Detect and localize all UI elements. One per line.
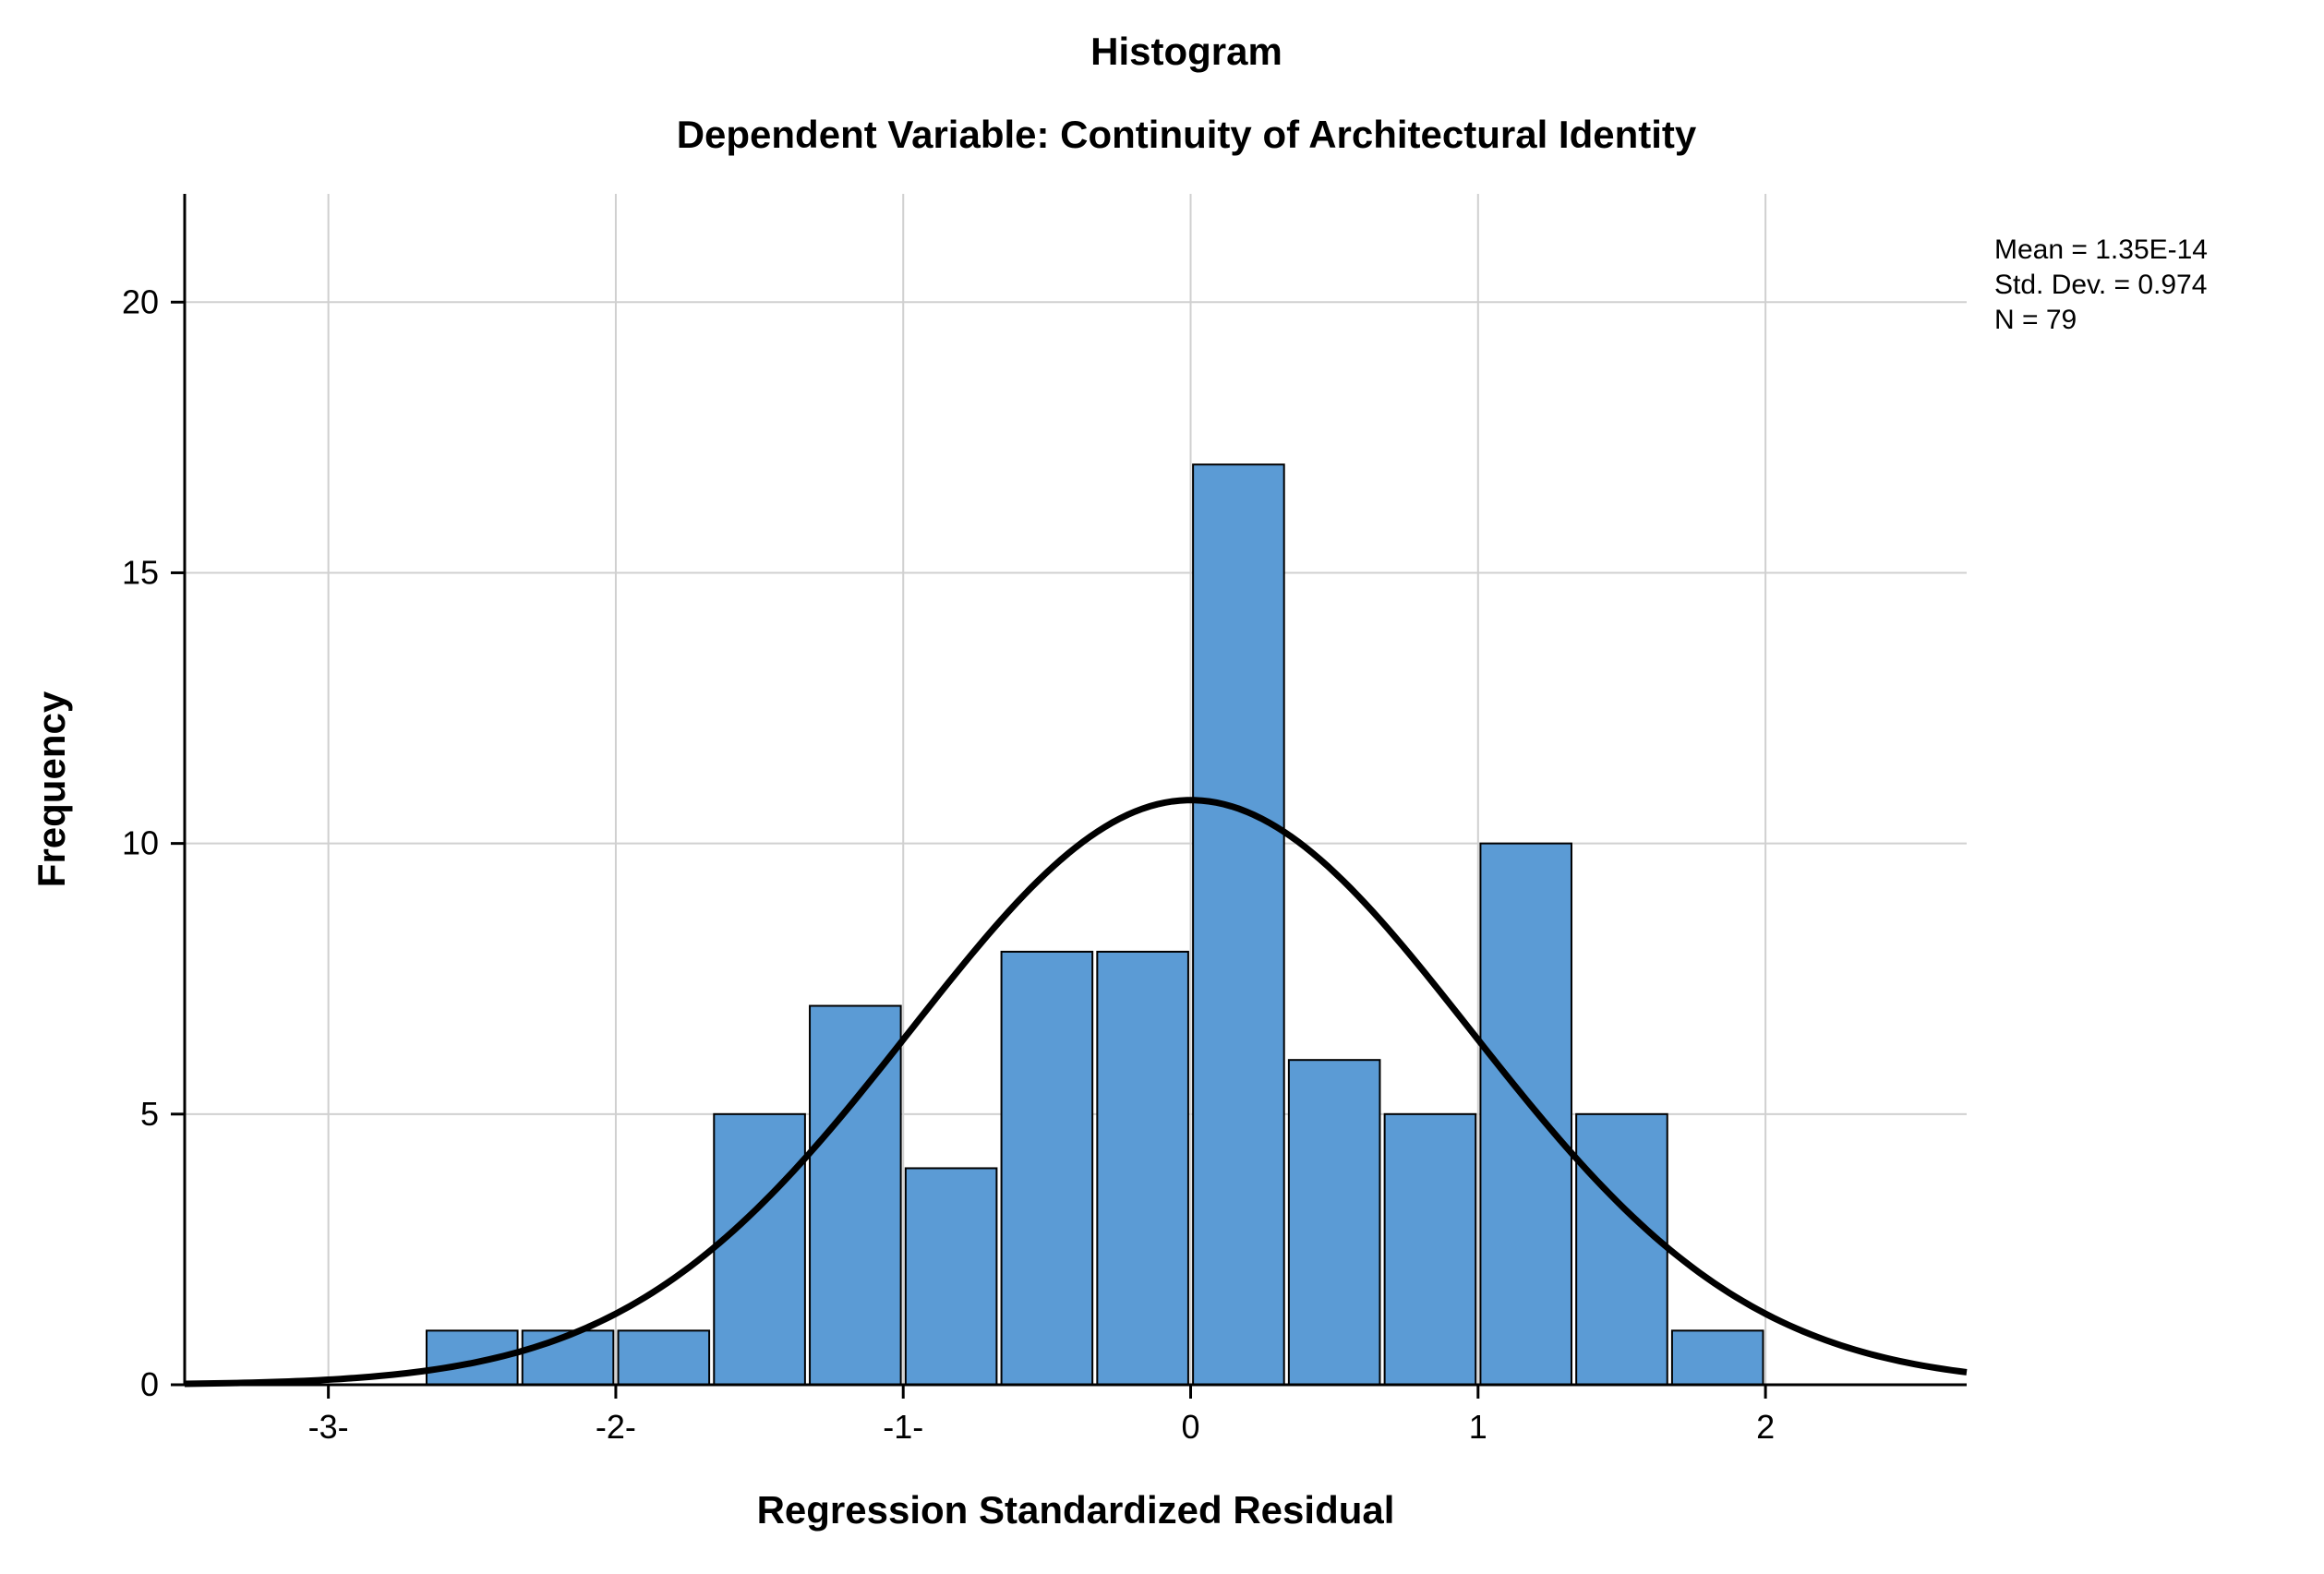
y-tick-label: 15 xyxy=(122,553,159,591)
histogram-bar xyxy=(619,1330,710,1385)
histogram-bar xyxy=(1480,844,1571,1385)
stats-line: Std. Dev. = 0.974 xyxy=(1994,270,2207,300)
histogram-bar xyxy=(1289,1060,1380,1385)
chart-title: Histogram xyxy=(1090,30,1282,73)
histogram-bar xyxy=(714,1114,805,1385)
stats-line: N = 79 xyxy=(1994,305,2077,335)
y-tick-label: 0 xyxy=(140,1365,159,1403)
histogram-bar xyxy=(1576,1114,1668,1385)
x-tick-label: -1- xyxy=(883,1408,923,1446)
chart-svg: Histogram Dependent Variable: Continuity … xyxy=(0,0,2324,1574)
chart-subtitle: Dependent Variable: Continuity of Archit… xyxy=(677,113,1697,156)
stats-line: Mean = 1.35E-14 xyxy=(1994,234,2208,265)
histogram-chart: Histogram Dependent Variable: Continuity … xyxy=(0,0,2324,1574)
x-tick-label: 0 xyxy=(1182,1408,1200,1446)
x-tick-label: 1 xyxy=(1469,1408,1487,1446)
histogram-bar xyxy=(1002,952,1093,1385)
histogram-bar xyxy=(906,1168,997,1385)
x-tick-label: -2- xyxy=(596,1408,636,1446)
histogram-bar xyxy=(1097,952,1188,1385)
histogram-bar xyxy=(1193,464,1284,1385)
y-tick-label: 5 xyxy=(140,1095,159,1133)
x-axis-label: Regression Standardized Residual xyxy=(757,1488,1395,1532)
y-axis-label: Frequency xyxy=(30,691,73,887)
histogram-bar xyxy=(1385,1114,1476,1385)
y-tick-label: 20 xyxy=(122,282,159,320)
x-tick-label: -3- xyxy=(308,1408,349,1446)
histogram-bar xyxy=(1672,1330,1764,1385)
x-tick-label: 2 xyxy=(1756,1408,1775,1446)
y-tick-label: 10 xyxy=(122,824,159,862)
